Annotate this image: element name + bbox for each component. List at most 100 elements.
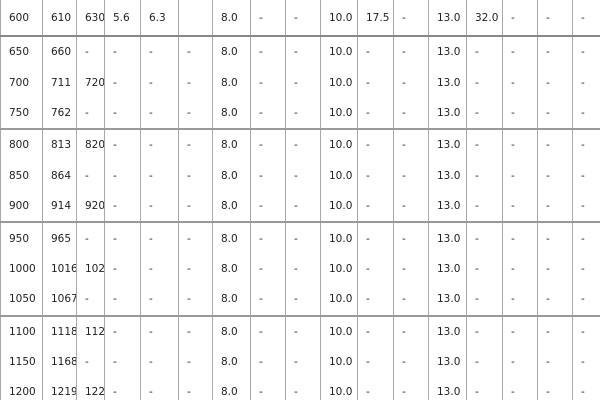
table-cell: - (140, 190, 179, 224)
table-cell: - (76, 222, 105, 254)
table-cell: 10.0 (320, 36, 358, 68)
table-cell: 750 (0, 97, 43, 131)
table-cell: - (104, 346, 141, 378)
table-cell: 1067 (42, 284, 77, 317)
table-cell: - (537, 160, 573, 191)
table-cell: 864 (42, 160, 77, 191)
table-cell: - (502, 377, 538, 400)
table-cell: 10.0 (320, 129, 358, 161)
table-cell: - (250, 97, 286, 131)
table-cell: 13.0 (428, 0, 467, 37)
table-cell: 920 (76, 190, 105, 224)
table-cell: - (537, 36, 573, 68)
table-cell: - (250, 315, 286, 347)
table-cell: 8.0 (212, 160, 251, 191)
table-cell: 13.0 (428, 284, 467, 317)
table-cell: - (250, 0, 286, 37)
table-cell: - (502, 284, 538, 317)
table-cell: - (393, 129, 429, 161)
table-cell: - (76, 160, 105, 191)
table-cell: - (285, 129, 321, 161)
table-cell: - (466, 253, 503, 285)
table-cell: - (466, 346, 503, 378)
table-cell: 13.0 (428, 129, 467, 161)
table-cell: - (140, 160, 179, 191)
table-cell: - (104, 222, 141, 254)
table-cell: - (285, 222, 321, 254)
table-cell: - (393, 190, 429, 224)
table-cell: 8.0 (212, 222, 251, 254)
table-cell: - (357, 284, 394, 317)
table-cell: - (285, 315, 321, 347)
table-cell: - (178, 315, 213, 347)
table-cell: 17.5 (357, 0, 394, 37)
table-cell: 1020 (76, 253, 105, 285)
table-cell: 660 (42, 36, 77, 68)
table-cell: - (104, 129, 141, 161)
table-cell: - (537, 253, 573, 285)
table-cell: - (285, 377, 321, 400)
table-cell: - (537, 284, 573, 317)
table-cell: 711 (42, 67, 77, 98)
table-cell: - (502, 0, 538, 37)
table-cell: - (537, 346, 573, 378)
table-cell: 1000 (0, 253, 43, 285)
table-cell: - (178, 284, 213, 317)
table-cell: - (502, 222, 538, 254)
table-cell: - (285, 190, 321, 224)
table-cell: - (572, 160, 600, 191)
table-cell: - (572, 346, 600, 378)
table-cell: - (104, 315, 141, 347)
table-cell: - (140, 253, 179, 285)
table-cell: 8.0 (212, 346, 251, 378)
table-cell: 10.0 (320, 346, 358, 378)
table-cell: - (104, 36, 141, 68)
table-cell: - (393, 36, 429, 68)
table-cell: 610 (42, 0, 77, 37)
table-cell: 10.0 (320, 67, 358, 98)
table-row: 900 914 920- - -8.0- -10.0- -13.0- - - - (0, 190, 600, 224)
table-cell: 6.3 (140, 0, 179, 37)
table-cell: - (140, 67, 179, 98)
table-cell: - (357, 346, 394, 378)
table-cell: 914 (42, 190, 77, 224)
table-cell: 10.0 (320, 97, 358, 131)
table-cell: - (466, 377, 503, 400)
table-cell: - (357, 222, 394, 254)
table-cell: - (285, 253, 321, 285)
table-cell: 1100 (0, 315, 43, 347)
table-cell: - (537, 222, 573, 254)
table-cell: 10.0 (320, 315, 358, 347)
table-cell: - (250, 160, 286, 191)
table-cell: - (572, 190, 600, 224)
table-cell: - (502, 129, 538, 161)
table-cell: - (140, 377, 179, 400)
table-cell: - (572, 0, 600, 37)
table-cell: - (285, 346, 321, 378)
table-cell: - (393, 222, 429, 254)
table-cell: 720 (76, 67, 105, 98)
table-cell: - (466, 315, 503, 347)
table-cell: 13.0 (428, 97, 467, 131)
table-cell: - (250, 346, 286, 378)
table-cell: 13.0 (428, 346, 467, 378)
table-cell: - (178, 346, 213, 378)
table-cell: - (76, 346, 105, 378)
table-cell: - (393, 160, 429, 191)
table-row: 650 660- - - -8.0- -10.0- -13.0- - - - (0, 36, 600, 68)
table-cell: 820 (76, 129, 105, 161)
table-cell: - (250, 36, 286, 68)
table-cell: - (250, 253, 286, 285)
table-cell: - (537, 97, 573, 131)
table-cell: 10.0 (320, 284, 358, 317)
table-cell: 8.0 (212, 0, 251, 37)
table-cell: 8.0 (212, 97, 251, 131)
table-cell: 10.0 (320, 0, 358, 37)
table-cell: - (104, 67, 141, 98)
table-cell: - (572, 97, 600, 131)
table-cell: - (357, 190, 394, 224)
table-cell: 850 (0, 160, 43, 191)
table-cell: - (285, 67, 321, 98)
table-cell: - (104, 190, 141, 224)
